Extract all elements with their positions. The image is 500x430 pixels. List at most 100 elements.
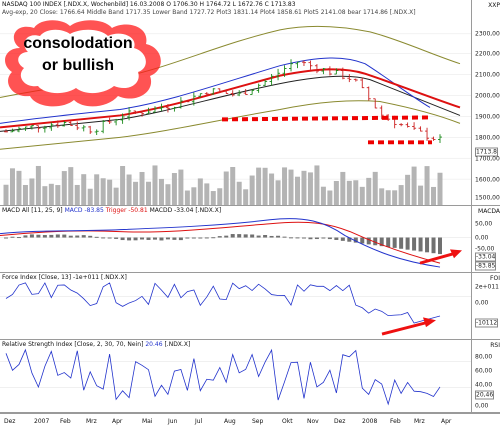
volume-bar xyxy=(120,166,126,205)
x-label: Dez xyxy=(4,418,16,425)
volume-bar xyxy=(314,165,320,205)
x-label: Apr xyxy=(112,418,123,425)
macd-hist-bar xyxy=(237,234,242,238)
macd-hist-bar xyxy=(42,235,47,238)
price-bar xyxy=(340,67,345,80)
macd-hist-bar xyxy=(366,237,371,245)
macd-hist-bar xyxy=(392,237,397,248)
volume-bar xyxy=(320,186,326,205)
macd-hist-bar xyxy=(29,234,34,238)
price-bar xyxy=(412,122,417,130)
force-arrow xyxy=(381,317,436,336)
macd-hist-bar xyxy=(120,237,125,241)
macd-hist-bar xyxy=(36,234,41,238)
macd-hist-bar xyxy=(101,237,106,239)
macd-hist-bar xyxy=(243,234,248,238)
annotation-line-1: consolodation xyxy=(23,35,133,52)
trigger-value: Trigger -50.81 xyxy=(105,207,148,214)
price-bar xyxy=(120,113,125,124)
price-axis: XXP 2300,00 2200,00 2100,00 2000,00 1900… xyxy=(471,0,500,205)
macd-hist-bar xyxy=(165,237,170,240)
volume-bar xyxy=(100,178,106,205)
price-bar xyxy=(250,89,255,95)
volume-bar xyxy=(366,177,372,205)
price-bar xyxy=(379,105,384,120)
macd-hist-bar xyxy=(133,237,138,241)
price-bar xyxy=(263,79,268,86)
price-bar xyxy=(282,65,287,77)
price-bar xyxy=(127,107,132,121)
volume-bar xyxy=(165,184,171,205)
time-axis: Dez 2007 Feb Mrz Apr Mai Jun Jul Aug Sep… xyxy=(0,413,500,430)
price-tick: 1800,00 xyxy=(475,134,500,142)
volume-bar xyxy=(333,181,339,205)
force-tick: 0,00 xyxy=(475,299,489,307)
price-bars xyxy=(4,59,442,144)
volume-bar xyxy=(16,170,22,205)
macd-hist-bar xyxy=(185,237,190,239)
x-label: Jun xyxy=(168,418,178,425)
annotation-line-2: or bullish xyxy=(42,57,114,74)
macd-hist-bar xyxy=(127,237,132,241)
volume-bar xyxy=(191,187,197,205)
x-label: Mrz xyxy=(414,418,425,425)
cloud-annotation-text: consolodation or bullish xyxy=(0,33,156,77)
macd-hist-bar xyxy=(146,237,151,240)
price-legend: Avg-exp, 20 Close: 1766.64 Middle Band 1… xyxy=(2,9,416,16)
price-bar xyxy=(204,92,209,96)
price-bar xyxy=(211,88,216,95)
price-bar xyxy=(81,125,86,132)
volume-bar xyxy=(437,172,443,205)
price-bar xyxy=(133,110,138,114)
price-bar xyxy=(256,83,261,93)
price-bar xyxy=(243,89,248,95)
force-index-line xyxy=(5,282,441,324)
volume-bar xyxy=(392,190,398,205)
volume-bar xyxy=(55,185,61,205)
macd-hist-bar xyxy=(62,234,67,238)
macd-hist-bar xyxy=(405,237,410,250)
macdd-tag: -33.04 xyxy=(475,252,497,262)
price-bar xyxy=(373,98,378,109)
price-tick: 1600,00 xyxy=(475,176,500,184)
x-label: Jul xyxy=(195,418,203,425)
macd-hist-bar xyxy=(295,237,300,239)
price-bar xyxy=(198,93,203,98)
macd-hist-bar xyxy=(379,237,384,247)
volume-bar xyxy=(431,186,437,205)
price-bar xyxy=(295,61,300,69)
macd-tick: -50,00 xyxy=(475,245,495,253)
volume-bar xyxy=(385,190,391,205)
price-bar xyxy=(360,77,365,89)
force-panel-title: Force Index [Close, 13] -1e+011 [.NDX.X] xyxy=(2,274,127,281)
volume-bar xyxy=(3,184,9,205)
x-label: Apr xyxy=(441,418,452,425)
price-legend-text: Avg-exp, 20 Close: 1766.64 Middle Band 1… xyxy=(2,9,416,16)
macd-hist-bar xyxy=(418,237,423,252)
force-index-panel: Force Index [Close, 13] -1e+011 [.NDX.X]… xyxy=(0,273,500,340)
price-bar xyxy=(10,128,15,133)
price-bar xyxy=(405,122,410,128)
volume-bar xyxy=(340,171,346,205)
price-bar xyxy=(68,120,73,126)
macd-hist-bar xyxy=(211,237,216,239)
macd-hist-bar xyxy=(224,235,229,238)
macd-hist-bar xyxy=(321,237,326,239)
price-bar xyxy=(191,92,196,106)
volume-bar xyxy=(22,184,28,205)
macd-hist-bar xyxy=(282,236,287,238)
rsi-value: 20.46 xyxy=(145,341,163,348)
macd-hist-bar xyxy=(81,235,86,238)
volume-bar xyxy=(353,180,359,205)
volume-bar xyxy=(327,190,333,205)
x-label: 2008 xyxy=(362,418,378,425)
macd-tick: 0,00 xyxy=(475,234,489,242)
volume-bar xyxy=(158,178,164,205)
rsi-panel-title: Relative Strength Index [Close, 2, 30, 7… xyxy=(2,341,190,348)
price-tick: 2100,00 xyxy=(475,71,500,79)
price-tick: 1700,00 xyxy=(475,155,500,163)
macd-hist-bar xyxy=(217,236,222,238)
price-bar xyxy=(4,129,8,133)
price-bar xyxy=(399,123,404,127)
macd-line xyxy=(0,218,441,268)
